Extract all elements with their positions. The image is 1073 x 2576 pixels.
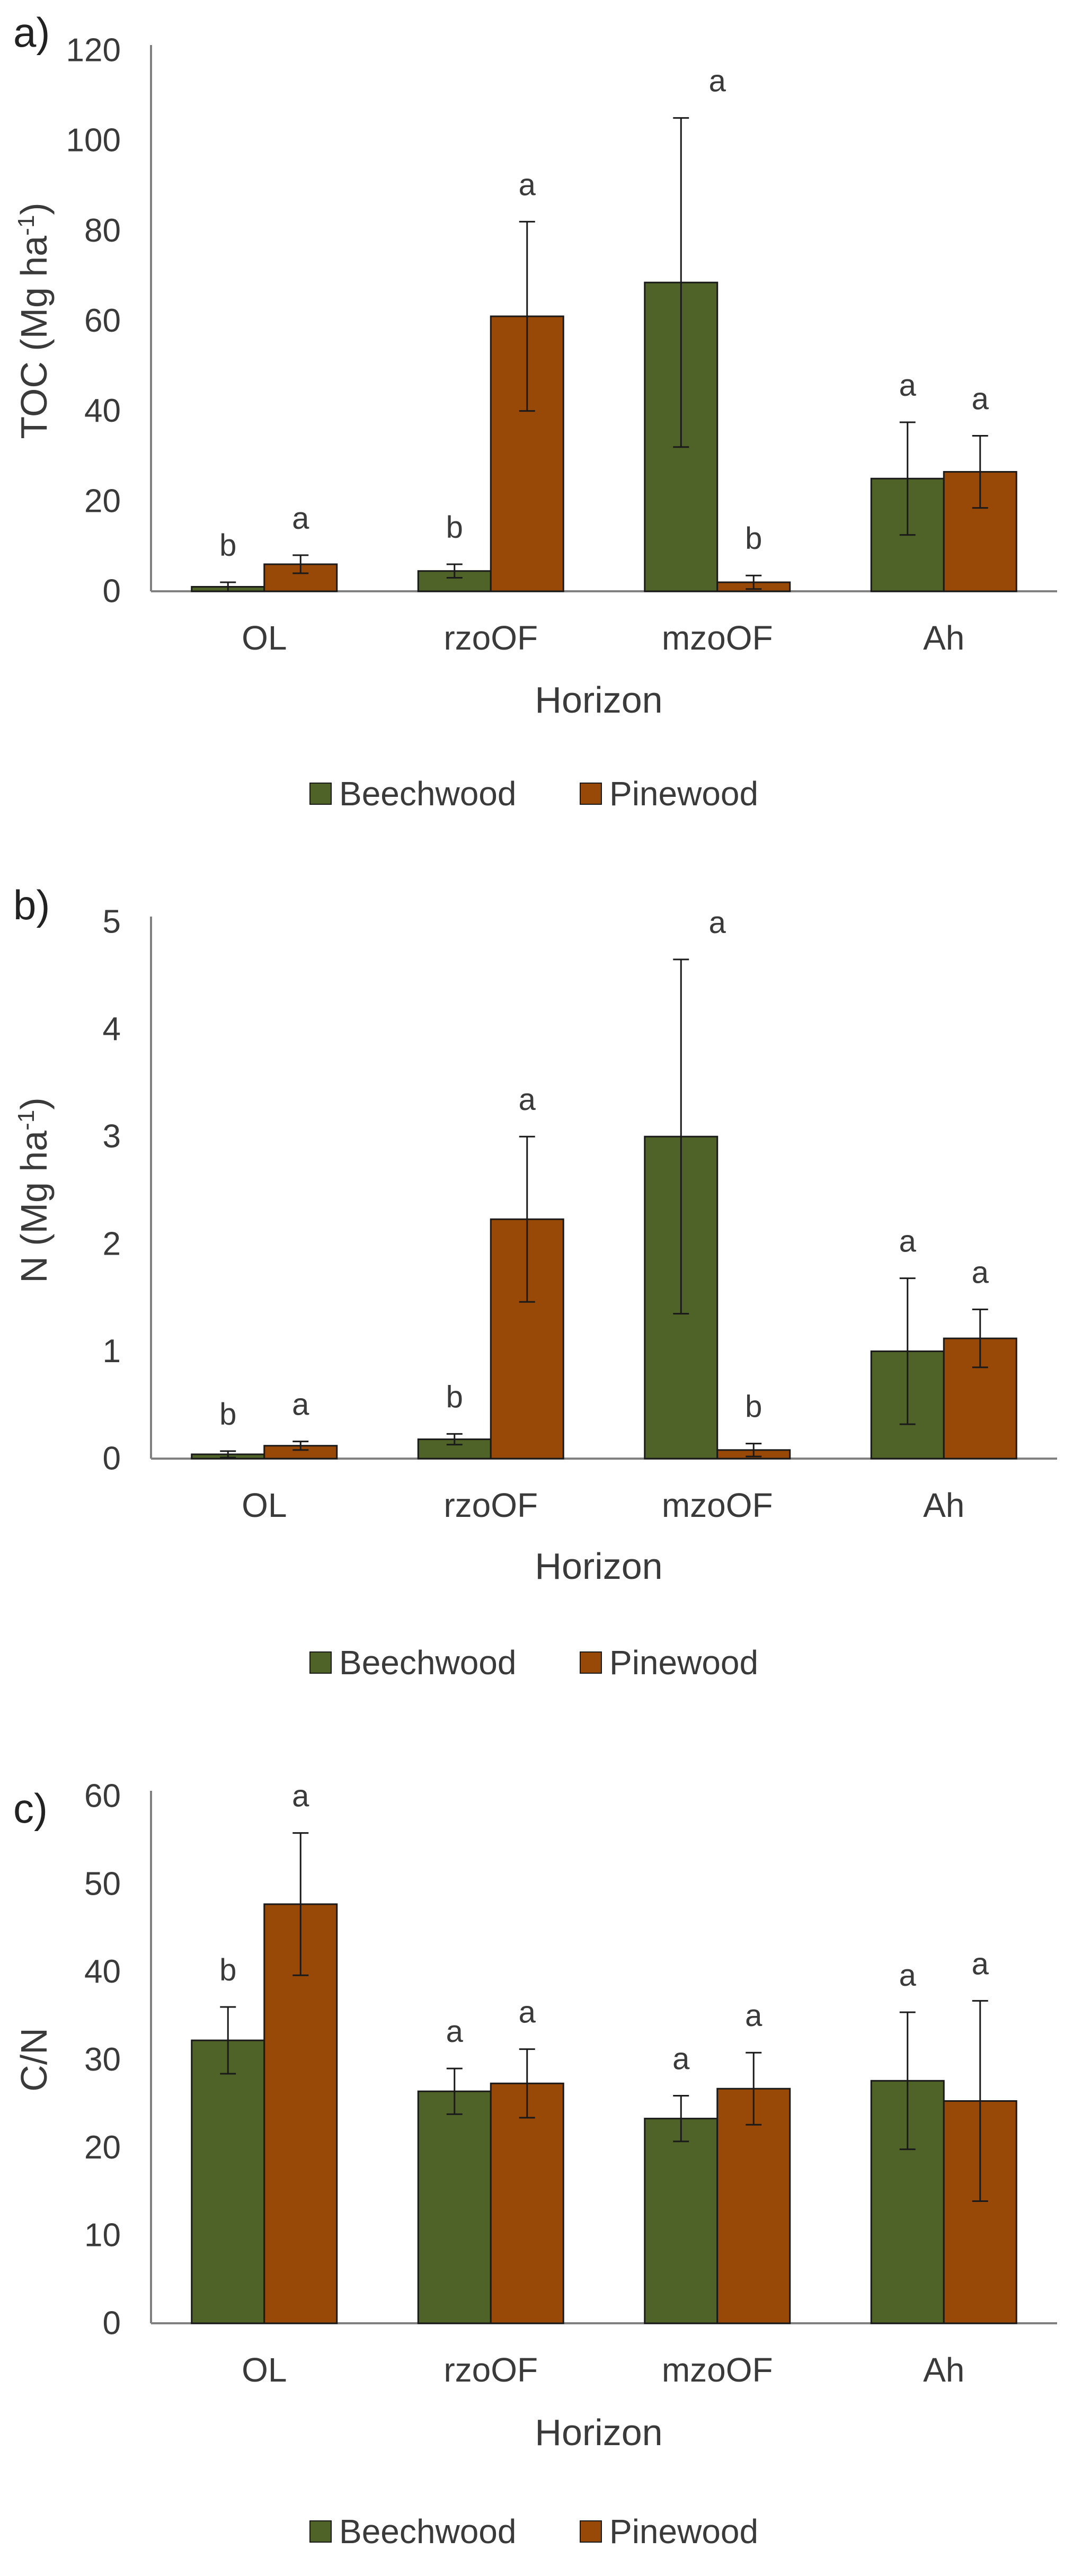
y-axis-title: C/N [13,2028,55,2092]
x-tick-label: rzoOF [444,619,538,657]
x-tick-label: OL [242,2351,287,2389]
x-axis-title: Horizon [535,679,662,721]
legend: Beechwood Pinewood [309,775,758,813]
significance-letter: a [972,1947,989,1981]
y-tick-label: 2 [103,1225,121,1262]
legend-swatch-beechwood [309,1651,332,1674]
chart-panel-1: a) 0 20 40 60 80 100 120 TOC (Mg ha-1) b a OL b a rzoO… [13,9,1057,813]
significance-letter: a [745,1998,762,2033]
significance-letter: a [292,1388,309,1422]
significance-letter: a [972,381,989,416]
legend-swatch-beechwood [309,2520,332,2543]
y-tick-label: 60 [84,1778,121,1815]
y-tick-label: 120 [66,32,121,69]
significance-letter: a [292,1779,309,1814]
y-tick-label: 4 [103,1011,121,1047]
significance-letter: b [446,1380,463,1414]
y-tick-label: 100 [66,122,121,159]
legend-label-pinewood: Pinewood [609,1644,758,1682]
y-tick-label: 0 [103,573,121,610]
significance-letter: a [519,1995,536,2030]
y-tick-label: 30 [84,2041,121,2078]
bar-pinewood-rzoof [490,2082,564,2324]
x-axis-title: Horizon [535,1545,662,1587]
legend-label-pinewood: Pinewood [609,775,758,813]
significance-letter: a [519,167,536,202]
panel-label: c) [13,1785,48,1832]
significance-letter: b [219,1397,236,1432]
y-tick-label: 3 [103,1118,121,1155]
significance-letter: a [899,1958,917,1993]
significance-letter: b [745,521,762,556]
x-tick-label: OL [242,1486,287,1524]
bar-beechwood-rzoof [417,2090,492,2324]
legend-label-beechwood: Beechwood [339,775,516,813]
x-tick-label: mzoOF [662,2351,773,2389]
y-tick-label: 10 [84,2217,121,2254]
legend-label-beechwood: Beechwood [339,2512,516,2551]
significance-letter: b [446,510,463,545]
significance-letter: a [709,905,726,940]
y-axis-title: TOC (Mg ha-1) [13,202,55,439]
x-tick-label: mzoOF [662,619,773,657]
x-tick-label: OL [242,619,287,657]
y-tick-label: 0 [103,1441,121,1477]
legend-swatch-pinewood [580,1651,602,1674]
legend-swatch-beechwood [309,783,332,805]
x-tick-label: rzoOF [444,2351,538,2389]
y-tick-label: 20 [84,483,121,519]
bar-beechwood-ol [191,2039,265,2324]
y-tick-label: 60 [84,303,121,339]
bar-beechwood-mzoof [644,2118,719,2324]
x-tick-label: mzoOF [662,1486,773,1524]
chart-panel-2: b) 0 1 2 3 4 5 N (Mg ha-1) b a OL b a rzoOF b a mzoOF a a A… [13,882,1057,1682]
y-tick-label: 40 [84,393,121,429]
y-axis-title: N (Mg ha-1) [13,1097,55,1283]
significance-letter: a [899,368,917,403]
significance-letter: b [745,1390,762,1424]
y-tick-label: 80 [84,212,121,249]
legend-label-beechwood: Beechwood [339,1644,516,1682]
legend-swatch-pinewood [580,2520,602,2543]
legend-swatch-pinewood [580,783,602,805]
legend: Beechwood Pinewood [309,1644,758,1682]
y-tick-label: 0 [103,2305,121,2342]
significance-letter: a [292,501,309,536]
panel-label: b) [13,882,50,928]
chart-panel-3: c) 0 10 20 30 40 50 60 C/N b a OL a a rzoOF a a mzoOF a a Ah… [13,1778,1057,2551]
x-axis-title: Horizon [535,2412,662,2453]
panel-label: a) [13,9,50,56]
x-tick-label: Ah [923,1486,964,1524]
significance-letter: a [672,2041,690,2076]
x-tick-label: Ah [923,2351,964,2389]
significance-letter: b [219,1953,236,1987]
x-tick-label: Ah [923,619,964,657]
significance-letter: a [446,2014,464,2049]
significance-letter: a [519,1082,536,1117]
legend-label-pinewood: Pinewood [609,2512,758,2551]
significance-letter: a [899,1224,917,1259]
y-tick-label: 5 [103,904,121,940]
y-tick-label: 50 [84,1866,121,1902]
significance-letter: a [972,1255,989,1290]
legend: Beechwood Pinewood [309,2512,758,2551]
significance-letter: a [709,64,726,99]
x-tick-label: rzoOF [444,1486,538,1524]
y-tick-label: 20 [84,2129,121,2166]
significance-letter: b [219,528,236,563]
y-tick-label: 40 [84,1953,121,1990]
y-tick-label: 1 [103,1333,121,1370]
